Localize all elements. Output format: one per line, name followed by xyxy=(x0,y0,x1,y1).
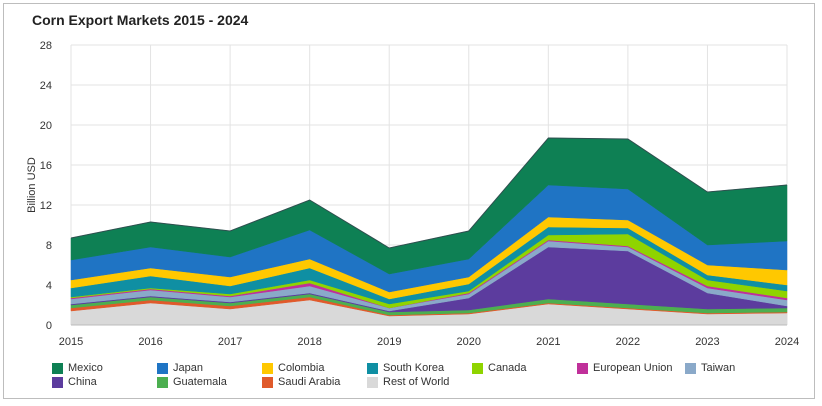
legend-item: Taiwan xyxy=(685,362,735,374)
x-tick-label: 2018 xyxy=(297,336,321,348)
x-tick-label: 2024 xyxy=(775,336,799,348)
x-tick-label: 2022 xyxy=(616,336,640,348)
legend-item: European Union xyxy=(577,362,673,374)
y-tick-label: 4 xyxy=(46,280,52,292)
legend-swatch xyxy=(52,362,63,374)
legend-item: Rest of World xyxy=(367,376,449,388)
x-tick-label: 2017 xyxy=(218,336,242,348)
legend-label: Colombia xyxy=(278,362,325,374)
legend-swatch xyxy=(367,376,378,388)
legend-swatch xyxy=(157,362,168,374)
legend-item: Canada xyxy=(472,362,527,374)
x-tick-label: 2023 xyxy=(695,336,719,348)
legend-label: South Korea xyxy=(383,362,445,374)
x-tick-label: 2019 xyxy=(377,336,401,348)
legend-item: Japan xyxy=(157,362,203,374)
legend-swatch xyxy=(262,362,273,374)
y-tick-label: 0 xyxy=(46,320,52,332)
x-tick-label: 2021 xyxy=(536,336,560,348)
legend-label: Japan xyxy=(173,362,203,374)
legend-swatch xyxy=(577,362,588,374)
x-tick-label: 2015 xyxy=(59,336,83,348)
y-tick-label: 20 xyxy=(40,120,52,132)
legend-label: Saudi Arabia xyxy=(278,376,341,388)
y-tick-label: 12 xyxy=(40,200,52,212)
legend-swatch xyxy=(52,376,63,388)
legend-label: Canada xyxy=(488,362,527,374)
x-tick-label: 2016 xyxy=(138,336,162,348)
legend-label: Mexico xyxy=(68,362,103,374)
legend-label: China xyxy=(68,376,97,388)
chart-title: Corn Export Markets 2015 - 2024 xyxy=(32,12,249,28)
legend-item: South Korea xyxy=(367,362,444,374)
legend-item: China xyxy=(52,376,97,388)
legend-label: Rest of World xyxy=(383,376,450,388)
legend-swatch xyxy=(367,362,378,374)
legend-item: Colombia xyxy=(262,362,324,374)
y-tick-label: 16 xyxy=(40,160,52,172)
legend: Mexico Japan Colombia South Korea Canada Euro… xyxy=(52,362,792,396)
y-tick-label: 28 xyxy=(40,40,52,52)
x-tick-label: 2020 xyxy=(457,336,481,348)
legend-item: Saudi Arabia xyxy=(262,376,340,388)
legend-swatch xyxy=(685,362,696,374)
legend-label: Taiwan xyxy=(701,362,736,374)
legend-item: Mexico xyxy=(52,362,103,374)
y-tick-label: 8 xyxy=(46,240,52,252)
series-areas xyxy=(70,137,788,326)
legend-swatch xyxy=(157,376,168,388)
y-axis-label: Billion USD xyxy=(26,157,38,213)
legend-swatch xyxy=(262,376,273,388)
legend-swatch xyxy=(472,362,483,374)
legend-label: European Union xyxy=(593,362,673,374)
total-outline xyxy=(70,137,788,249)
y-tick-label: 24 xyxy=(40,80,52,92)
legend-item: Guatemala xyxy=(157,376,227,388)
legend-label: Guatemala xyxy=(173,376,227,388)
